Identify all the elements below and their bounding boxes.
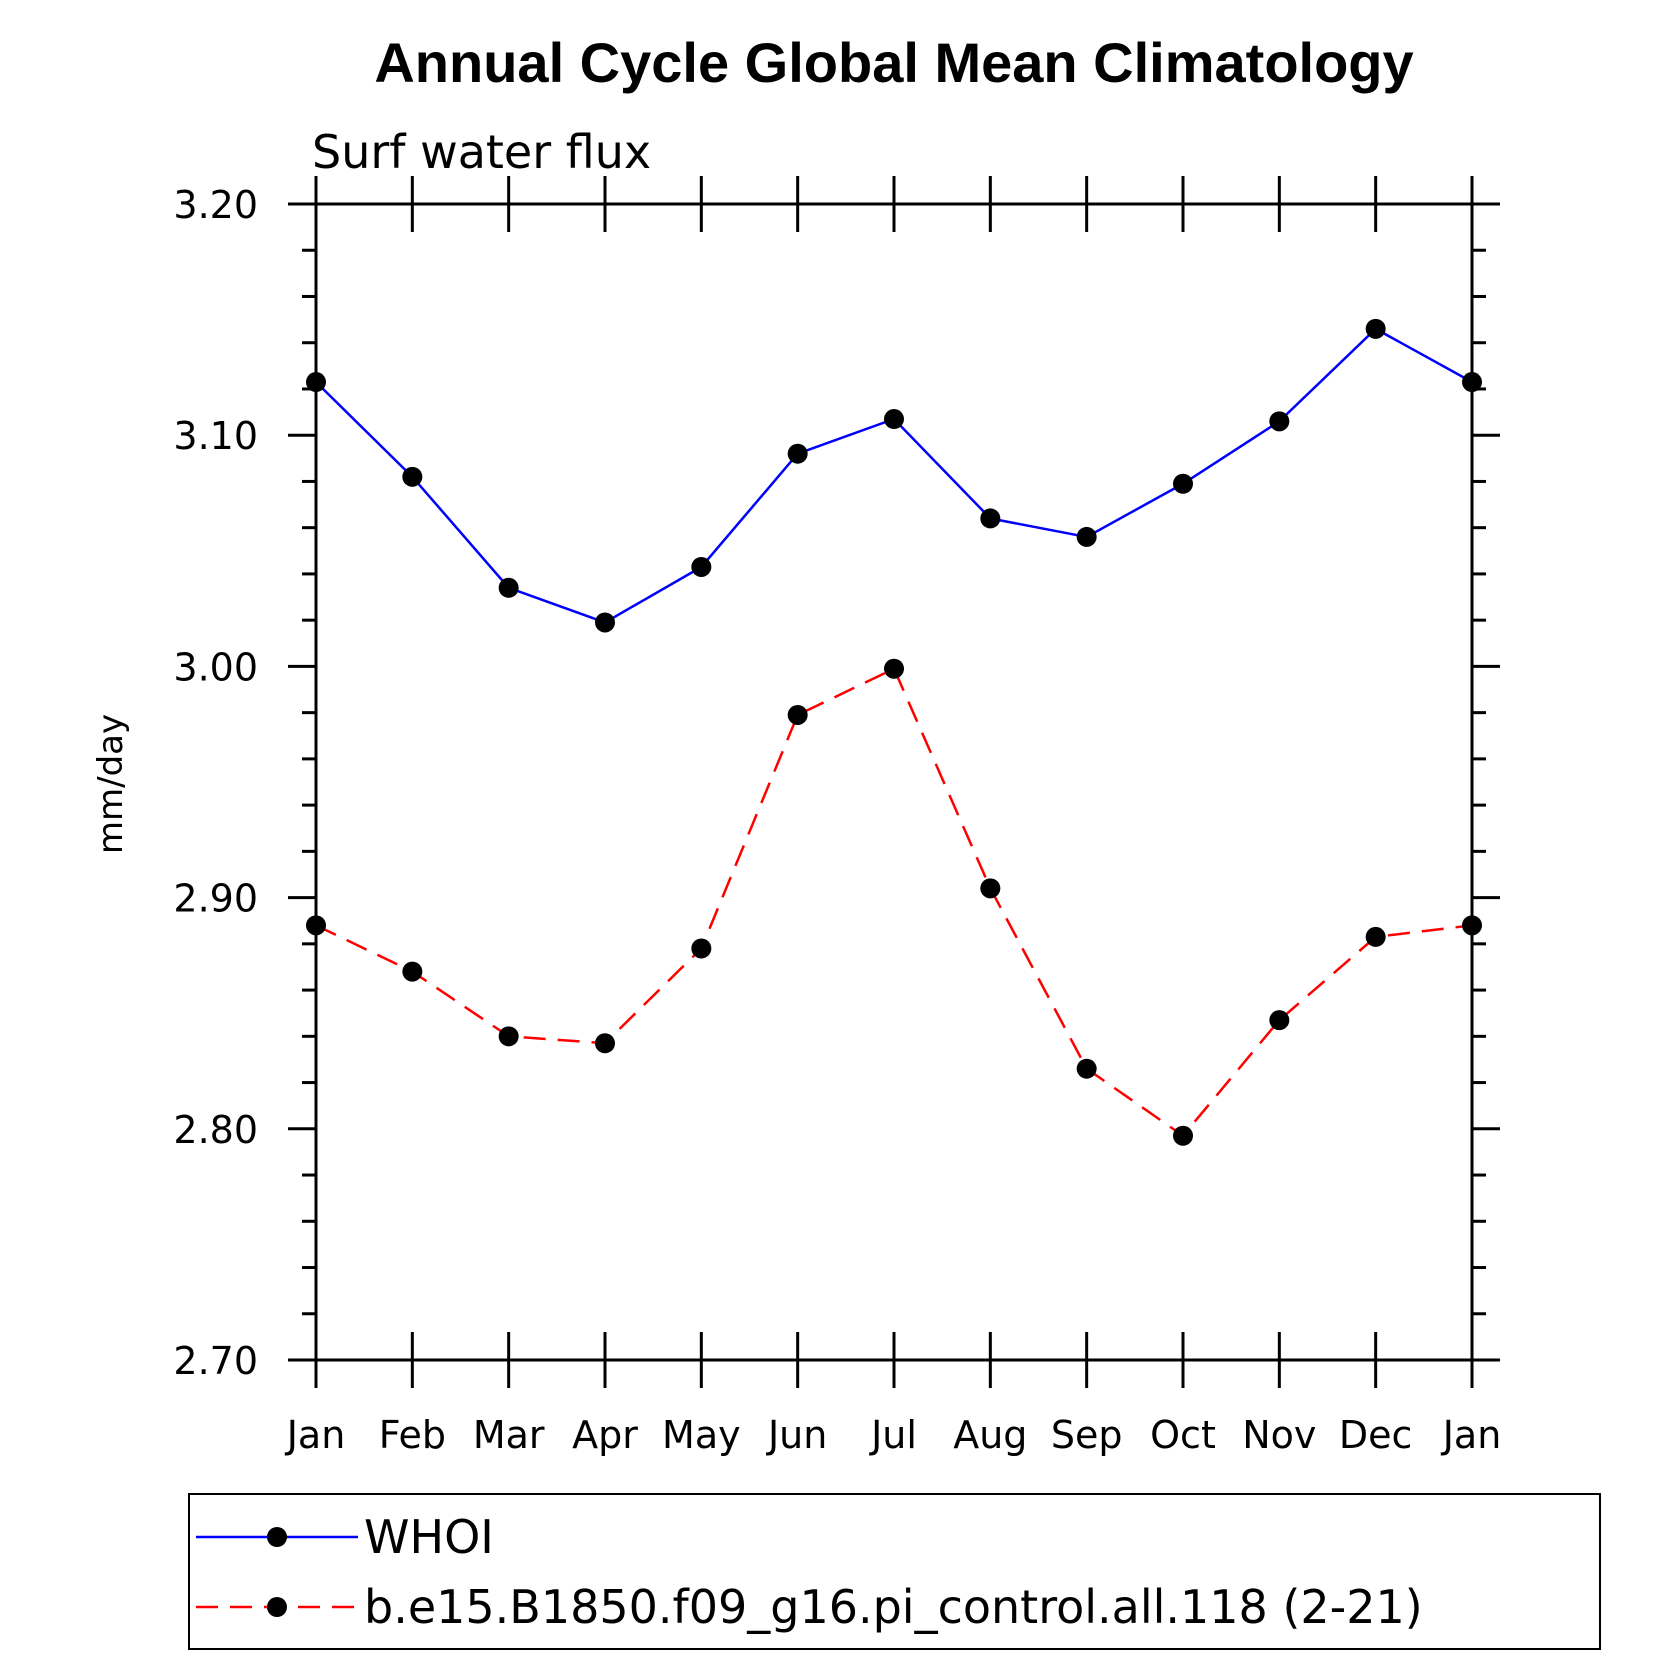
data-point <box>787 704 808 725</box>
y-tick-labels: 3.20 3.10 3.00 2.90 2.80 2.70 <box>173 183 258 1383</box>
y-tick-label: 3.20 <box>173 183 258 227</box>
data-point <box>498 577 519 598</box>
axis-ticks <box>288 176 1500 1388</box>
data-point <box>595 612 615 633</box>
data-point <box>1173 1125 1193 1146</box>
x-tick-label: Jul <box>869 1413 917 1457</box>
data-point <box>980 878 1001 899</box>
legend-item: WHOI <box>196 1510 494 1564</box>
series-line <box>315 667 1473 1138</box>
series-line <box>315 327 1473 624</box>
data-point <box>1269 411 1290 432</box>
data-point <box>1076 1058 1097 1079</box>
chart-title: Annual Cycle Global Mean Climatology <box>374 31 1413 94</box>
data-point <box>691 556 712 577</box>
x-tick-label: Jan <box>285 1413 346 1457</box>
data-point <box>1462 372 1482 393</box>
data-point <box>402 961 423 982</box>
legend-item: b.e15.B1850.f09_g16.pi_control.all.118 (… <box>196 1580 1423 1634</box>
data-point <box>306 372 326 393</box>
x-tick-label: Apr <box>572 1413 638 1457</box>
x-tick-label: Aug <box>953 1413 1027 1457</box>
data-point <box>306 915 326 936</box>
data-point <box>980 508 1001 529</box>
legend-marker <box>267 1597 287 1617</box>
y-tick-label: 2.90 <box>173 877 258 921</box>
y-tick-label: 2.80 <box>173 1108 258 1152</box>
x-tick-label: Sep <box>1051 1413 1123 1457</box>
data-point <box>884 658 904 679</box>
y-axis-label: mm/day <box>91 714 131 854</box>
legend-label: b.e15.B1850.f09_g16.pi_control.all.118 (… <box>364 1580 1423 1634</box>
y-tick-label: 2.70 <box>173 1339 258 1383</box>
data-point <box>691 938 712 959</box>
legend-marker <box>267 1527 287 1547</box>
legend-label: WHOI <box>364 1510 494 1564</box>
x-tick-label: Mar <box>473 1413 545 1457</box>
x-tick-label: Dec <box>1339 1413 1413 1457</box>
series-2 <box>306 658 1482 1146</box>
data-point <box>1269 1010 1290 1031</box>
x-tick-label: Jan <box>1441 1413 1502 1457</box>
data-point <box>1462 915 1482 936</box>
data-point <box>402 466 423 487</box>
series-1 <box>306 318 1482 633</box>
x-tick-labels: Jan Feb Mar Apr May Jun Jul Aug Sep Oct Nov Dec Jan <box>285 1413 1502 1457</box>
x-tick-label: Feb <box>379 1413 446 1457</box>
y-tick-label: 3.10 <box>173 414 258 458</box>
x-tick-label: Oct <box>1150 1413 1216 1457</box>
data-point <box>498 1026 519 1047</box>
chart-subtitle: Surf water flux <box>312 125 651 179</box>
legend: WHOI b.e15.B1850.f09_g16.pi_control.all.1… <box>188 1493 1601 1650</box>
data-point <box>595 1033 615 1054</box>
x-tick-label: May <box>662 1413 741 1457</box>
x-tick-label: Jun <box>766 1413 827 1457</box>
series-layer <box>306 318 1482 1146</box>
x-tick-label: Nov <box>1242 1413 1316 1457</box>
data-point <box>1365 318 1386 339</box>
data-point <box>787 443 808 464</box>
data-point <box>1365 926 1386 947</box>
data-point <box>1173 473 1193 494</box>
plot-frame <box>314 202 1474 1362</box>
legend-box <box>188 1493 1601 1650</box>
y-tick-label: 3.00 <box>173 645 258 689</box>
data-point <box>1076 526 1097 547</box>
data-point <box>884 409 904 430</box>
